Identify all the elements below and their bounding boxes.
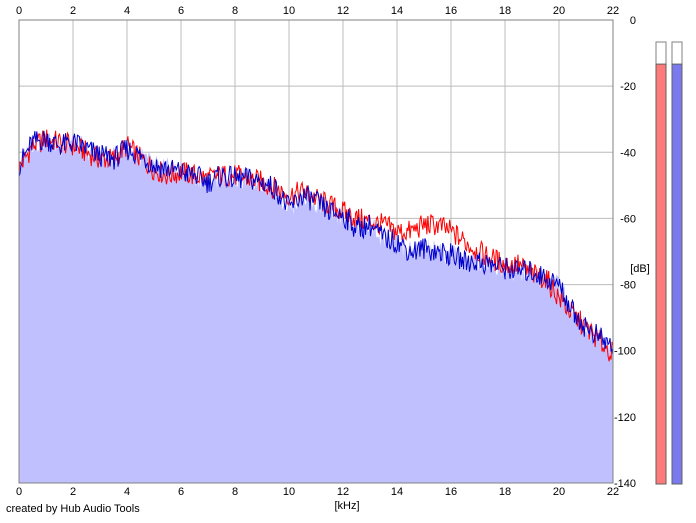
spectrum-areas — [19, 127, 613, 484]
x-tick-label-bottom: 16 — [445, 486, 457, 498]
y-tick-label: -60 — [620, 213, 636, 225]
y-tick-label: -20 — [620, 81, 636, 93]
x-tick-label-top: 12 — [337, 5, 349, 17]
x-tick-label-bottom: 2 — [70, 486, 76, 498]
x-tick-label-top: 16 — [445, 5, 457, 17]
x-tick-label-bottom: 8 — [232, 486, 238, 498]
y-tick-label: 0 — [630, 15, 636, 27]
x-tick-label-top: 2 — [70, 5, 76, 17]
x-tick-label-top: 8 — [232, 5, 238, 17]
series-line-1 — [18, 129, 614, 362]
y-tick-label: -80 — [620, 280, 636, 292]
series-line-2 — [18, 130, 614, 355]
level-meters — [655, 41, 683, 485]
x-tick-label-top: 10 — [283, 5, 295, 17]
tick-labels: 002244668810101212141416161818202022220-… — [16, 5, 636, 498]
credit-text: created by Hub Audio Tools — [6, 503, 140, 515]
plot-frame — [18, 19, 614, 484]
y-axis-label: [dB] — [630, 263, 650, 275]
x-tick-label-bottom: 4 — [124, 486, 130, 498]
y-tick-label: -100 — [614, 346, 636, 358]
x-tick-label-bottom: 18 — [499, 486, 511, 498]
x-tick-label-bottom: 12 — [337, 486, 349, 498]
spectrum-lines — [18, 129, 614, 362]
x-tick-label-top: 6 — [178, 5, 184, 17]
x-tick-label-top: 4 — [124, 5, 130, 17]
x-tick-label-top: 20 — [553, 5, 565, 17]
y-tick-label: -40 — [620, 147, 636, 159]
level-meter-fill — [671, 63, 683, 485]
level-meter-fill — [655, 63, 667, 485]
x-tick-label-bottom: 6 — [178, 486, 184, 498]
y-tick-label: -140 — [614, 478, 636, 490]
x-tick-label-top: 18 — [499, 5, 511, 17]
chart-axes — [18, 19, 614, 484]
x-tick-label-top: 22 — [607, 5, 619, 17]
x-axis-label: [kHz] — [334, 500, 359, 512]
x-tick-label-top: 0 — [16, 5, 22, 17]
x-tick-label-bottom: 14 — [391, 486, 403, 498]
x-tick-label-bottom: 22 — [607, 486, 619, 498]
x-tick-label-bottom: 10 — [283, 486, 295, 498]
y-tick-label: -120 — [614, 412, 636, 424]
spectrum-fill — [19, 127, 613, 484]
x-tick-label-top: 14 — [391, 5, 403, 17]
x-tick-label-bottom: 20 — [553, 486, 565, 498]
x-tick-label-bottom: 0 — [16, 486, 22, 498]
